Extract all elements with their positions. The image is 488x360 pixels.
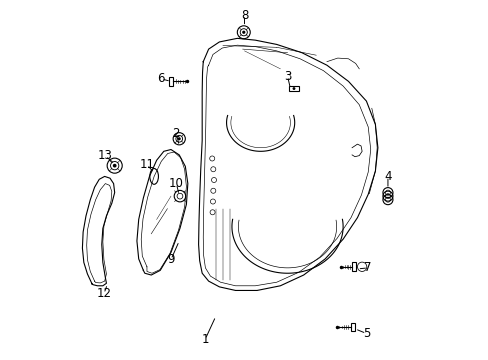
- Text: 10: 10: [168, 177, 183, 190]
- Circle shape: [113, 164, 116, 167]
- Text: 2: 2: [172, 127, 180, 140]
- Text: 4: 4: [384, 170, 391, 183]
- Circle shape: [242, 31, 245, 34]
- Text: 1: 1: [201, 333, 208, 346]
- Text: 3: 3: [283, 69, 291, 82]
- Circle shape: [292, 87, 295, 90]
- Text: 13: 13: [98, 149, 113, 162]
- Text: 11: 11: [139, 158, 154, 171]
- Text: 9: 9: [167, 253, 174, 266]
- Text: 7: 7: [364, 261, 371, 274]
- Text: 5: 5: [362, 327, 369, 340]
- Text: 12: 12: [96, 287, 111, 300]
- Text: 8: 8: [240, 9, 248, 22]
- Bar: [289, 86, 298, 91]
- Text: 6: 6: [157, 72, 165, 85]
- Circle shape: [177, 137, 181, 140]
